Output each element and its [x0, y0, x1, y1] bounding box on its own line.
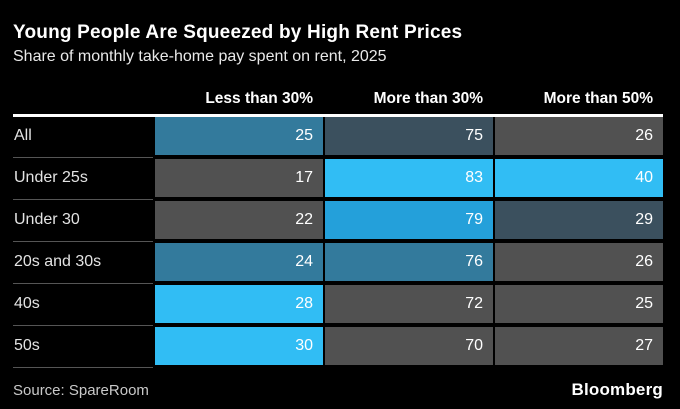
- table-row: 20s and 30s 24 76 26: [13, 243, 663, 285]
- heatmap-cell: 29: [493, 201, 663, 240]
- heatmap-cell: 72: [323, 285, 493, 324]
- heatmap-cell: 25: [493, 285, 663, 324]
- bloomberg-logo: Bloomberg: [571, 380, 663, 400]
- heatmap-cell: 79: [323, 201, 493, 240]
- page-subtitle: Share of monthly take-home pay spent on …: [13, 47, 387, 65]
- heatmap-cell: 25: [153, 117, 323, 156]
- row-label: Under 25s: [14, 169, 88, 187]
- table-row: 50s 30 70 27: [13, 327, 663, 369]
- heatmap-cell: 30: [153, 327, 323, 366]
- row-label: 40s: [14, 295, 40, 313]
- row-label: All: [14, 127, 32, 145]
- heatmap-cell: 17: [153, 159, 323, 198]
- row-label: Under 30: [14, 211, 80, 229]
- heatmap-cell: 27: [493, 327, 663, 366]
- column-header-more-than-30: More than 30%: [373, 90, 483, 108]
- heatmap-cell: 76: [323, 243, 493, 282]
- row-label: 20s and 30s: [14, 253, 102, 271]
- heatmap-cell: 26: [493, 243, 663, 282]
- column-headers: Less than 30% More than 30% More than 50…: [153, 89, 663, 108]
- footer: Source: SpareRoom Bloomberg: [13, 380, 663, 400]
- heatmap-cell: 70: [323, 327, 493, 366]
- table-row: Under 30 22 79 29: [13, 201, 663, 243]
- header-rule: [13, 114, 663, 118]
- heatmap-table: All 25 75 26 Under 25s 17 83 40 Under 30…: [13, 117, 663, 369]
- heatmap-cell: 26: [493, 117, 663, 156]
- page-title: Young People Are Squeezed by High Rent P…: [13, 22, 463, 43]
- heatmap-cell: 22: [153, 201, 323, 240]
- heatmap-cell: 28: [153, 285, 323, 324]
- heatmap-cell: 24: [153, 243, 323, 282]
- row-label: 50s: [14, 337, 40, 355]
- source-note: Source: SpareRoom: [13, 382, 149, 400]
- table-row: 40s 28 72 25: [13, 285, 663, 327]
- column-header-less-than-30: Less than 30%: [205, 90, 313, 108]
- heatmap-cell: 75: [323, 117, 493, 156]
- column-header-more-than-50: More than 50%: [543, 90, 653, 108]
- table-row: Under 25s 17 83 40: [13, 159, 663, 201]
- heatmap-cell: 40: [493, 159, 663, 198]
- heatmap-cell: 83: [323, 159, 493, 198]
- table-row: All 25 75 26: [13, 117, 663, 159]
